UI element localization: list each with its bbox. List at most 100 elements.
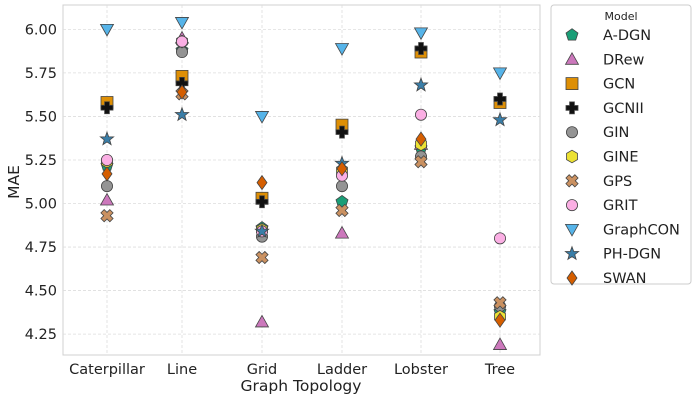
- legend: Model A-DGN DRew GCN GCNII GIN GINE GPS GRIT Gra…: [550, 4, 692, 287]
- y-axis-label: MAE: [5, 165, 23, 199]
- point-gcnii-grid: [255, 195, 269, 209]
- point-grit-line: [175, 35, 188, 48]
- legend-box: [550, 4, 692, 285]
- legend-label: GRIT: [603, 198, 638, 214]
- legend-label: A-DGN: [603, 28, 651, 44]
- point-graphcon-caterpillar: [99, 23, 115, 37]
- legend-item-swan: SWAN: [566, 270, 647, 287]
- legend-item-graphcon: GraphCON: [564, 222, 680, 238]
- legend-label: GCN: [603, 77, 635, 93]
- point-swan-caterpillar: [101, 166, 113, 182]
- point-gps-tree-shape: [493, 296, 507, 310]
- point-gps-caterpillar-shape: [100, 209, 114, 223]
- point-graphcon-lobster: [413, 27, 429, 41]
- point-ph-dgn-lobster: [413, 76, 429, 92]
- legend-item-gps: GPS: [565, 174, 632, 190]
- point-swan-ladder: [336, 160, 348, 177]
- legend-label: PH-DGN: [603, 247, 661, 263]
- legend-label: GCNII: [603, 101, 644, 117]
- gridlines: [63, 5, 540, 355]
- x-tick-label: Line: [167, 362, 197, 378]
- series-gcnii: [100, 42, 507, 209]
- point-graphcon-ladder: [334, 43, 350, 56]
- legend-title: Model: [604, 10, 637, 23]
- legend-label: SWAN: [603, 271, 647, 287]
- point-gps-grid-shape: [255, 250, 269, 265]
- x-tick-label: Grid: [247, 362, 277, 378]
- point-gps-tree: [493, 296, 507, 310]
- point-swan-line: [176, 84, 188, 100]
- point-gps-lobster: [414, 155, 428, 169]
- legend-marker-gin: [566, 126, 579, 139]
- y-tick-label: 5.00: [25, 197, 57, 213]
- legend-marker-ph-dgn: [564, 245, 580, 261]
- legend-item-a-dgn: A-DGN: [565, 28, 651, 44]
- point-ph-dgn-grid: [254, 223, 270, 238]
- legend-item-gcnii: GCNII: [565, 101, 644, 117]
- y-tick-label: 5.50: [25, 109, 57, 125]
- point-gps-ladder: [335, 203, 349, 218]
- legend-label: GPS: [603, 174, 632, 190]
- legend-marker-graphcon: [564, 223, 580, 237]
- point-gps-lobster-shape: [414, 155, 428, 169]
- legend-marker-gps: [565, 174, 579, 188]
- legend-marker-gcn: [565, 77, 579, 90]
- legend-marker-a-dgn: [565, 28, 579, 41]
- legend-marker-gcnii: [565, 101, 579, 115]
- legend-item-gcn: GCN: [565, 77, 635, 93]
- legend-item-gine: GINE: [566, 150, 639, 166]
- point-ph-dgn-caterpillar: [99, 130, 115, 146]
- series-swan: [101, 84, 506, 328]
- legend-item-gin: GIN: [566, 125, 629, 141]
- legend-marker-swan: [566, 270, 578, 286]
- point-swan-lobster: [415, 131, 427, 147]
- point-gcnii-caterpillar: [100, 101, 114, 115]
- point-drew-tree: [492, 337, 508, 350]
- point-grit-tree: [493, 232, 506, 245]
- point-drew-grid: [254, 314, 270, 328]
- point-gcnii-ladder: [335, 125, 349, 139]
- y-tick-label: 4.25: [25, 327, 57, 343]
- legend-label: DRew: [603, 52, 645, 68]
- legend-label: GINE: [603, 150, 639, 166]
- legend-item-ph-dgn: PH-DGN: [564, 245, 661, 263]
- y-tick-label: 5.75: [25, 66, 57, 82]
- legend-marker-drew: [564, 51, 580, 65]
- x-tick-label: Ladder: [317, 362, 367, 378]
- point-ph-dgn-tree: [492, 111, 508, 127]
- data-points: [99, 17, 508, 350]
- y-tick-label: 6.00: [25, 22, 57, 38]
- series-graphcon: [99, 17, 508, 124]
- legend-label: GIN: [603, 125, 629, 141]
- point-gps-caterpillar: [100, 209, 114, 223]
- y-tick-label: 5.25: [25, 153, 57, 169]
- legend-item-grit: GRIT: [566, 198, 638, 214]
- legend-item-drew: DRew: [564, 51, 645, 68]
- point-drew-caterpillar: [99, 192, 115, 206]
- point-swan-tree: [494, 312, 506, 328]
- point-grit-caterpillar: [101, 153, 114, 166]
- x-tick-label: Caterpillar: [69, 362, 145, 378]
- point-gps-ladder-shape: [335, 203, 349, 218]
- y-tick-label: 4.75: [25, 240, 57, 256]
- point-gin-ladder: [335, 180, 348, 193]
- point-grit-lobster: [414, 108, 427, 121]
- x-tick-label: Lobster: [394, 362, 448, 378]
- point-ph-dgn-line: [174, 106, 190, 122]
- point-gin-caterpillar: [101, 180, 114, 193]
- y-tick-label: 4.50: [25, 284, 57, 300]
- plot-area: [62, 4, 541, 356]
- x-tick-label: Tree: [484, 362, 515, 378]
- x-tick-labels: Caterpillar Line Grid Ladder Lobster Tree: [69, 362, 515, 378]
- legend-marker-gps-shape: [565, 174, 579, 188]
- legend-marker-grit: [566, 199, 579, 212]
- point-graphcon-line: [174, 17, 190, 30]
- point-drew-ladder: [334, 225, 350, 239]
- point-swan-grid: [256, 174, 268, 191]
- point-gps-grid: [255, 250, 269, 265]
- point-graphcon-tree: [492, 67, 508, 81]
- point-gcnii-tree: [493, 92, 507, 106]
- x-axis-label: Graph Topology: [241, 377, 362, 395]
- point-graphcon-grid: [254, 111, 270, 124]
